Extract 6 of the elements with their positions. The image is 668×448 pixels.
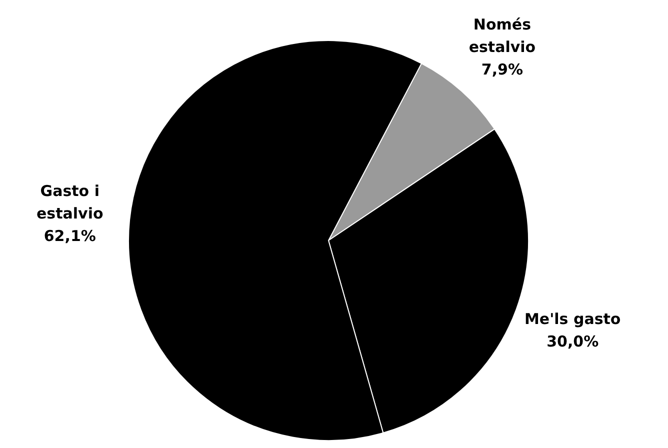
slice-label: Me'ls gasto <box>524 310 621 328</box>
data-label: 30,0% <box>546 332 599 350</box>
data-label: 62,1% <box>44 227 96 246</box>
slice-label: Només estalvio <box>468 16 536 56</box>
slice-label: Gasto i estalvio <box>36 182 104 223</box>
data-label: 7,9% <box>481 60 524 79</box>
